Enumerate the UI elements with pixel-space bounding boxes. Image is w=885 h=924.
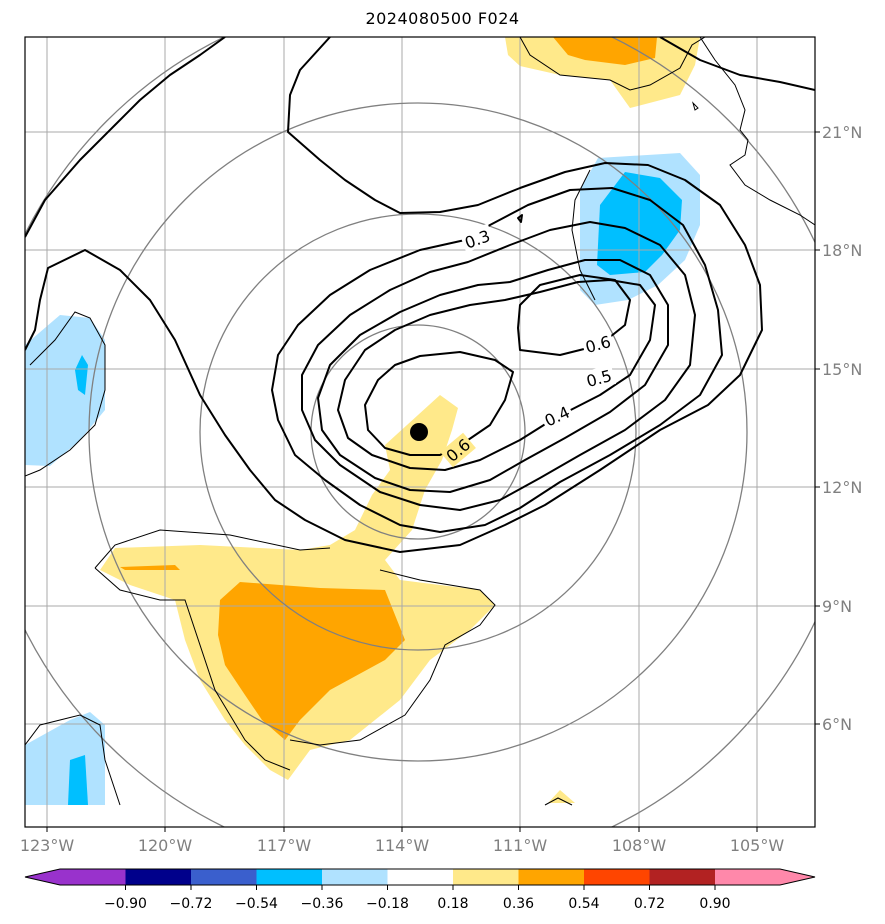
colorbar-tick-label: 0.54 <box>568 896 599 912</box>
colorbar-tick-label: −0.90 <box>104 896 147 912</box>
lon-axis <box>46 827 758 832</box>
colorbar-tick-label: −0.36 <box>301 896 344 912</box>
colorbar-tick-label: 0.18 <box>437 896 468 912</box>
colorbar-segment <box>715 869 780 885</box>
positive-shading-light <box>100 37 700 803</box>
lat-label: 6°N <box>822 715 852 734</box>
map-frame <box>24 36 816 828</box>
colorbar-extend-low <box>25 869 60 885</box>
colorbar-segment <box>322 869 388 885</box>
lat-axis <box>815 131 820 725</box>
lat-label: 18°N <box>822 241 862 260</box>
colorbar-segment <box>518 869 584 885</box>
lat-label: 9°N <box>822 597 852 616</box>
colorbar-segment <box>584 869 650 885</box>
colorbar-tick-label: −0.54 <box>235 896 278 912</box>
colorbar-tick-label: 0.36 <box>503 896 534 912</box>
colorbar-segment <box>256 869 322 885</box>
colorbar-tick-label: 0.90 <box>699 896 730 912</box>
lon-label: 117°W <box>257 836 312 855</box>
colorbar-segment <box>649 869 715 885</box>
coastline <box>25 37 815 806</box>
storm-center-marker <box>410 423 428 441</box>
contour-label: 0.6 <box>583 332 613 357</box>
lat-label: 15°N <box>822 360 862 379</box>
lon-label: 123°W <box>20 836 75 855</box>
map-plot: 0.3 0.4 0.5 0.6 0.6 <box>25 37 815 827</box>
lon-label: 120°W <box>138 836 193 855</box>
lon-label: 111°W <box>493 836 548 855</box>
colorbar-tick-label: −0.72 <box>170 896 213 912</box>
lon-label: 114°W <box>375 836 430 855</box>
colorbar-segment <box>125 869 191 885</box>
colorbar-segment <box>453 869 519 885</box>
map-title: 2024080500 F024 <box>365 9 520 28</box>
colorbar-segment <box>191 869 257 885</box>
colorbar-tick-label: 0.72 <box>634 896 665 912</box>
lat-label: 12°N <box>822 478 862 497</box>
contour-lines <box>25 37 815 553</box>
colorbar: −0.90 −0.72 −0.54 −0.36 −0.18 0.18 0.36 … <box>24 868 816 912</box>
contour-label: 0.5 <box>584 366 614 391</box>
colorbar-segment <box>387 869 453 885</box>
colorbar-tick-label: −0.18 <box>366 896 409 912</box>
colorbar-segment <box>60 869 126 885</box>
range-rings <box>25 37 815 827</box>
lon-label: 108°W <box>612 836 667 855</box>
colorbar-extend-high <box>780 869 815 885</box>
lat-label: 21°N <box>822 123 862 142</box>
lon-label: 105°W <box>730 836 785 855</box>
